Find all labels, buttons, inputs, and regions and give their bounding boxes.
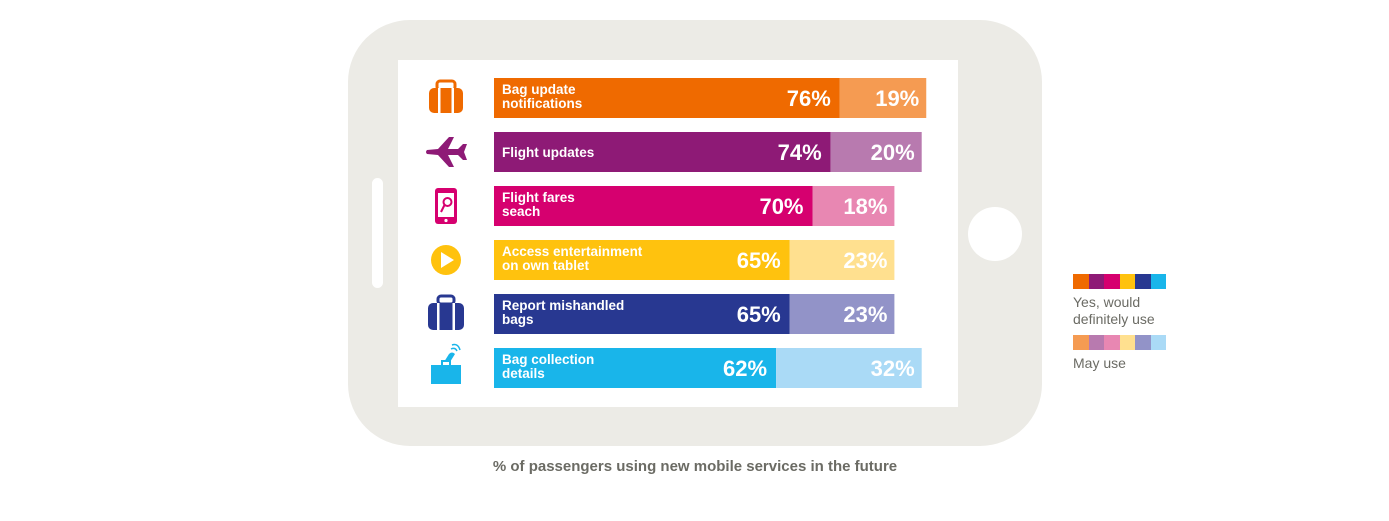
- legend-may-swatch-1: [1073, 335, 1089, 350]
- bar-yes-6: [494, 348, 777, 388]
- legend-may-label: May use: [1073, 355, 1126, 371]
- bar-category-label: Bag collection details: [502, 352, 594, 381]
- bar-may-2: [830, 132, 922, 172]
- bar-may-4: [789, 240, 895, 280]
- bag-icon: [428, 294, 464, 330]
- stacked-bar-chart: Bag update notifications 76% 19% Flight upda…: [426, 78, 927, 388]
- bar-yes-1: [494, 78, 840, 118]
- value-label-yes: 74%: [778, 140, 822, 165]
- legend-yes-swatches: [1073, 274, 1166, 289]
- legend-may-swatches: [1073, 335, 1166, 350]
- legend-yes-swatch-6: [1150, 274, 1166, 289]
- bar-category-label: Bag update notifications: [502, 82, 582, 111]
- value-label-yes: 65%: [737, 248, 781, 273]
- legend-yes-swatch-3: [1104, 274, 1120, 289]
- value-label-yes: 62%: [723, 356, 767, 381]
- legend-yes-swatch-4: [1119, 274, 1135, 289]
- airplane-icon: [426, 137, 467, 167]
- chart-caption: % of passengers using new mobile service…: [492, 458, 898, 475]
- value-label-may: 32%: [871, 356, 915, 381]
- suitcase-icon: [429, 79, 463, 113]
- value-label-may: 18%: [843, 194, 887, 219]
- bar-may-3: [812, 186, 895, 226]
- legend-may-swatch-6: [1150, 335, 1166, 350]
- value-label-may: 19%: [875, 86, 919, 111]
- legend-may-swatch-4: [1119, 335, 1135, 350]
- bar-category-label: Flight updates: [502, 145, 594, 160]
- bar-category-label: Access entertainment on own tablet: [502, 244, 643, 273]
- bar-yes-5: [494, 294, 790, 334]
- legend-may-swatch-5: [1135, 335, 1151, 350]
- bar-yes-3: [494, 186, 813, 226]
- bar-yes-2: [494, 132, 831, 172]
- phone-home-button: [968, 207, 1022, 261]
- bag-collection-icon: [431, 343, 461, 384]
- legend-may-swatch-3: [1104, 335, 1120, 350]
- value-label-may: 23%: [843, 248, 887, 273]
- value-label-may: 20%: [871, 140, 915, 165]
- bar-yes-4: [494, 240, 790, 280]
- bar-category-label: Flight fares seach: [502, 190, 575, 219]
- legend-may-swatch-2: [1088, 335, 1104, 350]
- legend-yes-swatch-1: [1073, 274, 1089, 289]
- play-icon: [431, 245, 461, 275]
- phone-side-button: [372, 178, 383, 288]
- value-label-yes: 65%: [737, 302, 781, 327]
- value-label-yes: 76%: [787, 86, 831, 111]
- bar-may-6: [776, 348, 922, 388]
- bar-may-1: [839, 78, 927, 118]
- bar-may-5: [789, 294, 895, 334]
- value-label-yes: 70%: [759, 194, 803, 219]
- legend-yes-swatch-2: [1088, 274, 1104, 289]
- value-label-may: 23%: [843, 302, 887, 327]
- legend-yes-swatch-5: [1135, 274, 1151, 289]
- bar-category-label: Report mishandled bags: [502, 298, 624, 327]
- phone-search-icon: [435, 188, 457, 224]
- legend-yes-label: Yes, would definitely use: [1073, 294, 1155, 327]
